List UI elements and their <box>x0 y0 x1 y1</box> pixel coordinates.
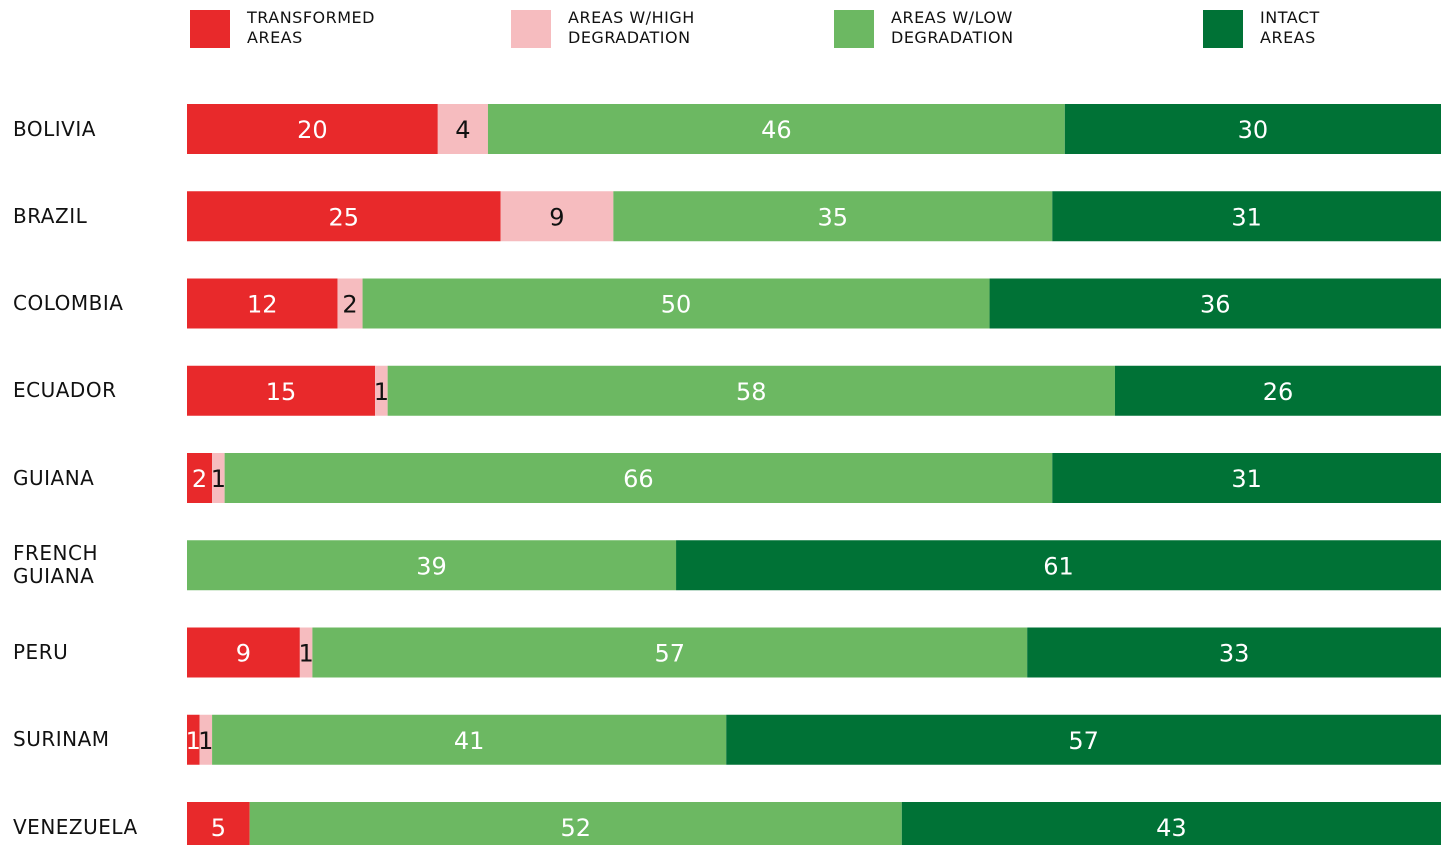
data-label: 12 <box>247 291 278 319</box>
data-label: 35 <box>818 203 849 231</box>
data-label: 61 <box>1043 552 1074 580</box>
bar-segment <box>187 104 438 154</box>
data-label: 66 <box>623 465 654 493</box>
data-label: 1 <box>374 378 389 406</box>
category-label: COLOMBIA <box>13 291 124 315</box>
data-label: 26 <box>1263 378 1294 406</box>
bar-segment <box>187 802 250 845</box>
data-label: 33 <box>1219 640 1250 668</box>
data-label: 46 <box>761 116 792 144</box>
legend-swatch <box>511 10 551 48</box>
bar-segment <box>187 714 200 765</box>
bar-segment <box>1052 453 1441 503</box>
bar-segment <box>187 627 300 678</box>
data-label: 1 <box>298 640 313 668</box>
data-label: 52 <box>560 814 591 842</box>
bar-segment <box>375 365 388 416</box>
bar-segment <box>199 714 213 765</box>
bar-segment <box>337 278 363 329</box>
data-label: 9 <box>549 203 564 231</box>
bar-segment <box>187 278 338 329</box>
bar-segment <box>1027 627 1441 678</box>
bar-segment <box>1064 104 1441 154</box>
data-label: 1 <box>198 727 213 755</box>
data-label: 20 <box>297 116 328 144</box>
bar-segment <box>212 714 727 765</box>
category-label: VENEZUELA <box>13 814 138 839</box>
data-label: 57 <box>1068 727 1099 755</box>
bar-segment <box>1114 365 1441 416</box>
bar-segment <box>613 191 1053 242</box>
legend-label: TRANSFORMED AREAS <box>247 8 375 47</box>
bar-segment <box>387 365 1115 416</box>
bar-segment <box>726 714 1441 765</box>
bar-segment <box>312 627 1028 678</box>
category-label: PERU <box>13 640 69 664</box>
legend-label: AREAS W/LOW DEGRADATION <box>891 8 1014 47</box>
data-label: 39 <box>416 552 447 580</box>
data-label: 5 <box>211 814 226 842</box>
bar-segment <box>249 802 902 845</box>
bar-segment <box>187 191 501 242</box>
bar-segment <box>487 104 1065 154</box>
data-label: 58 <box>736 378 767 406</box>
legend-swatch <box>834 10 874 48</box>
data-label: 31 <box>1231 465 1262 493</box>
category-label: ECUADOR <box>13 378 117 403</box>
bar-segment <box>437 104 488 154</box>
bar-segment <box>989 278 1441 329</box>
bar-segment <box>187 365 376 416</box>
bar-segment <box>1052 191 1441 242</box>
category-label: FRENCH GUIANA <box>13 541 99 589</box>
bar-segment <box>676 540 1441 591</box>
data-label: 1 <box>211 465 226 493</box>
legend-swatch <box>190 10 230 48</box>
data-label: 36 <box>1200 291 1231 319</box>
category-label: BOLIVIA <box>13 116 96 141</box>
bar-segment <box>299 627 313 678</box>
data-label: 1 <box>186 727 201 755</box>
data-label: 31 <box>1231 203 1262 231</box>
bar-segment <box>362 278 990 329</box>
data-label: 4 <box>455 116 470 144</box>
data-label: 50 <box>661 291 692 319</box>
data-label: 41 <box>454 727 485 755</box>
data-label: 30 <box>1238 116 1269 144</box>
legend-label: AREAS W/HIGH DEGRADATION <box>568 8 695 47</box>
bar-segment <box>212 453 225 503</box>
data-label: 9 <box>236 640 251 668</box>
data-label: 25 <box>328 203 359 231</box>
category-label: SURINAM <box>13 727 110 752</box>
bar-segment <box>500 191 614 242</box>
bar-segment <box>901 802 1441 845</box>
data-label: 57 <box>655 640 686 668</box>
legend-swatch <box>1203 10 1243 48</box>
legend-label: INTACT AREAS <box>1260 8 1320 47</box>
bar-segment <box>187 453 213 503</box>
data-label: 43 <box>1156 814 1187 842</box>
bar-segment <box>187 540 677 591</box>
bar-segment <box>224 453 1053 503</box>
data-label: 2 <box>342 291 357 319</box>
data-label: 2 <box>192 465 207 493</box>
category-label: GUIANA <box>13 465 95 490</box>
category-label: BRAZIL <box>13 203 88 228</box>
data-label: 15 <box>266 378 297 406</box>
